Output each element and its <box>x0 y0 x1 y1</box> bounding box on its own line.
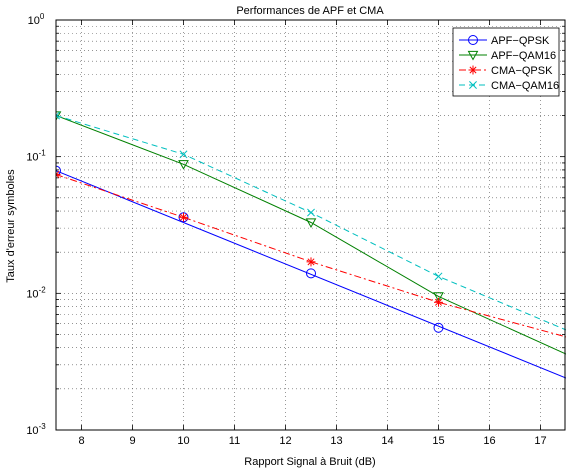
data-point-marker <box>305 218 317 228</box>
x-axis-title: Rapport Signal à Bruit (dB) <box>244 456 375 468</box>
x-tick-label: 16 <box>483 435 495 447</box>
chart-title: Performances de APF et CMA <box>236 5 384 17</box>
data-point-marker <box>433 322 444 333</box>
legend-label: CMA−QPSK <box>491 65 553 77</box>
legend-label: APF−QAM16 <box>491 50 556 62</box>
y-tick-label: 100 <box>28 12 45 27</box>
data-point-marker <box>179 212 188 222</box>
x-tick-label: 11 <box>229 435 240 447</box>
data-point-marker <box>56 170 61 180</box>
data-point-marker <box>468 65 478 75</box>
data-point-marker <box>434 272 443 281</box>
legend: APF−QPSK APF−QAM16 CMA−QPSK CMA−QAM16 <box>452 27 560 97</box>
x-tick-label: 14 <box>381 435 393 447</box>
data-point-marker <box>469 81 477 89</box>
x-tick-label: 8 <box>78 435 84 447</box>
data-point-marker <box>179 150 188 159</box>
data-point-marker <box>468 35 478 45</box>
x-tick-label: 10 <box>177 435 189 447</box>
data-point-marker <box>433 292 444 302</box>
data-point-marker <box>178 160 189 170</box>
x-tick-label: 15 <box>432 435 444 447</box>
data-point-marker <box>434 297 443 307</box>
series-3 <box>56 170 566 338</box>
legend-label: CMA−QAM16 <box>491 80 559 92</box>
y-tick-label: 10-2 <box>26 285 46 300</box>
data-point-marker <box>56 111 60 120</box>
data-point-marker <box>306 268 316 279</box>
legend-label: APF−QPSK <box>491 35 550 47</box>
data-point-marker <box>56 165 61 176</box>
legend-box <box>452 27 560 97</box>
x-tick-label: 13 <box>330 435 342 447</box>
y-tick-label: 10-1 <box>26 149 46 164</box>
y-tick-label: 10-3 <box>26 422 46 437</box>
x-tick-label: 9 <box>129 435 135 447</box>
data-point-marker <box>307 208 315 217</box>
x-tick-label: 17 <box>534 435 546 447</box>
y-axis-title: Taux d'erreur symboles <box>5 169 17 283</box>
series-line <box>56 115 566 355</box>
x-tick-label: 12 <box>279 435 291 447</box>
data-point-marker <box>306 257 316 267</box>
data-point-marker <box>467 50 479 61</box>
series-4 <box>56 111 566 331</box>
plot-frame <box>55 19 566 431</box>
series-line <box>56 170 566 379</box>
